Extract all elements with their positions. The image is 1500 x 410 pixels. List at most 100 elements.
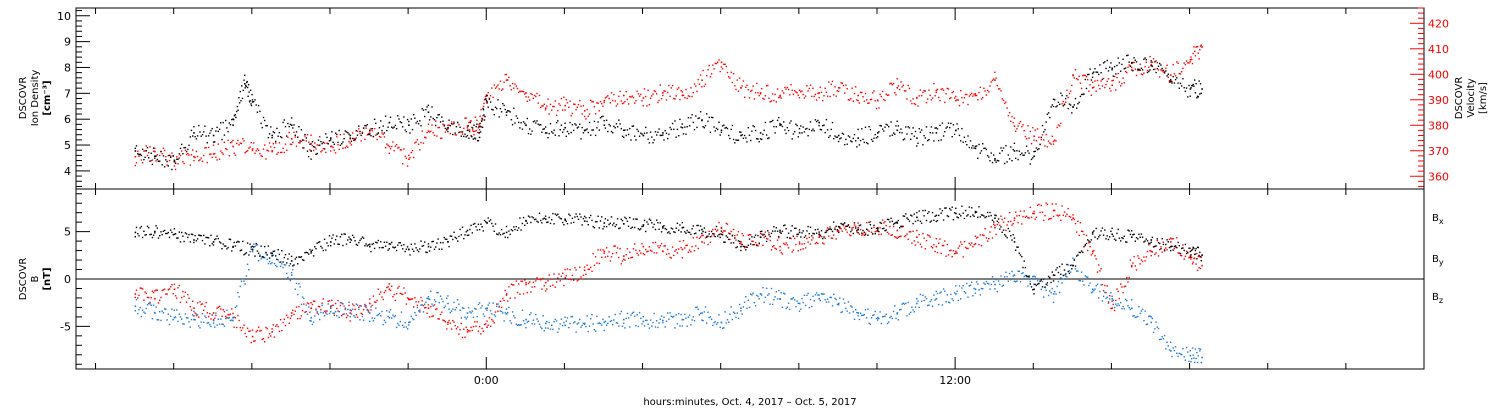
data-point-bx (856, 229, 858, 232)
data-point-bz (1179, 254, 1182, 257)
data-point-by (659, 318, 661, 320)
data-point-bz (630, 257, 632, 259)
data-point-bx (745, 249, 747, 251)
data-point-velocity (1184, 63, 1187, 66)
data-point-bx (978, 206, 980, 208)
data-point-bz (151, 290, 154, 292)
data-point-velocity (1099, 88, 1101, 90)
data-point-bz (686, 244, 688, 246)
data-point-ion-density (681, 123, 683, 125)
data-point-ion-density (715, 127, 718, 130)
data-point-velocity (526, 100, 528, 102)
data-point-bx (251, 245, 254, 248)
data-point-bz (1121, 286, 1123, 288)
data-point-ion-density (1018, 150, 1020, 152)
data-point-bz (980, 245, 983, 247)
data-point-velocity (300, 140, 303, 142)
data-point-ion-density (484, 115, 486, 118)
data-point-by (929, 300, 931, 303)
data-point-bz (784, 243, 786, 246)
data-point-bx (603, 222, 606, 224)
data-point-velocity (487, 92, 489, 94)
data-point-velocity (508, 76, 510, 79)
data-point-by (979, 294, 981, 296)
data-point-ion-density (594, 134, 597, 137)
data-point-by (382, 323, 384, 326)
data-point-velocity (593, 106, 596, 108)
data-point-ion-density (471, 127, 474, 129)
data-point-bz (542, 277, 544, 280)
data-point-ion-density (547, 137, 549, 139)
data-point-velocity (1157, 69, 1160, 71)
data-point-by (541, 327, 543, 330)
data-point-velocity (728, 76, 730, 78)
data-point-bx (706, 236, 708, 238)
data-point-velocity (787, 88, 790, 91)
data-point-ion-density (710, 116, 713, 119)
data-point-by (740, 310, 742, 312)
data-point-by (808, 306, 810, 309)
data-point-bz (204, 305, 206, 308)
data-point-velocity (603, 101, 605, 104)
data-point-velocity (331, 145, 333, 147)
data-point-bx (679, 224, 681, 226)
data-point-velocity (1058, 125, 1061, 127)
data-point-ion-density (455, 126, 458, 128)
data-point-bx (613, 222, 615, 224)
data-point-bx (660, 231, 663, 233)
data-point-bx (270, 252, 272, 254)
data-point-velocity (931, 97, 934, 99)
data-point-by (941, 304, 944, 306)
data-point-by (1132, 315, 1134, 317)
data-point-ion-density (997, 160, 1000, 162)
data-point-bz (378, 293, 381, 295)
data-point-ion-density (391, 126, 393, 128)
data-point-ion-density (321, 142, 323, 145)
data-point-bz (1160, 246, 1162, 248)
data-point-by (608, 316, 610, 318)
data-point-bx (845, 225, 847, 227)
data-point-by (176, 309, 178, 311)
data-point-bz (1165, 247, 1167, 249)
data-point-velocity (851, 87, 853, 89)
data-point-by (818, 294, 820, 296)
data-point-bx (826, 229, 829, 232)
data-point-velocity (772, 93, 774, 95)
data-point-ion-density (856, 146, 858, 148)
data-point-bz (1025, 215, 1028, 217)
data-point-velocity (817, 92, 819, 95)
data-point-bx (480, 223, 482, 225)
data-point-ion-density (791, 138, 793, 140)
data-point-bz (745, 246, 747, 248)
data-point-ion-density (214, 141, 216, 143)
data-point-velocity (1027, 125, 1029, 127)
data-point-velocity (1067, 96, 1069, 99)
data-point-by (361, 315, 364, 318)
data-point-ion-density (652, 142, 654, 144)
data-point-bz (382, 298, 384, 301)
data-point-bz (787, 247, 790, 249)
data-point-bz (802, 248, 804, 250)
data-point-velocity (349, 142, 351, 144)
data-point-bz (278, 330, 281, 333)
data-point-by (1024, 274, 1027, 277)
data-point-bz (353, 304, 355, 307)
data-point-by (336, 315, 338, 317)
data-point-ion-density (754, 129, 757, 132)
data-point-ion-density (1063, 104, 1066, 106)
data-point-bx (591, 219, 593, 222)
data-point-velocity (930, 99, 933, 101)
data-point-velocity (651, 95, 653, 97)
data-point-ion-density (942, 135, 945, 137)
data-point-bz (206, 312, 208, 314)
data-point-by (155, 306, 157, 308)
data-point-by (1189, 350, 1191, 352)
data-point-ion-density (271, 137, 273, 139)
data-point-bz (474, 321, 476, 323)
data-point-bz (549, 285, 552, 287)
data-point-bx (319, 241, 321, 243)
data-point-ion-density (162, 155, 165, 157)
data-point-velocity (308, 141, 310, 143)
data-point-velocity (582, 105, 585, 107)
data-point-by (516, 324, 519, 326)
